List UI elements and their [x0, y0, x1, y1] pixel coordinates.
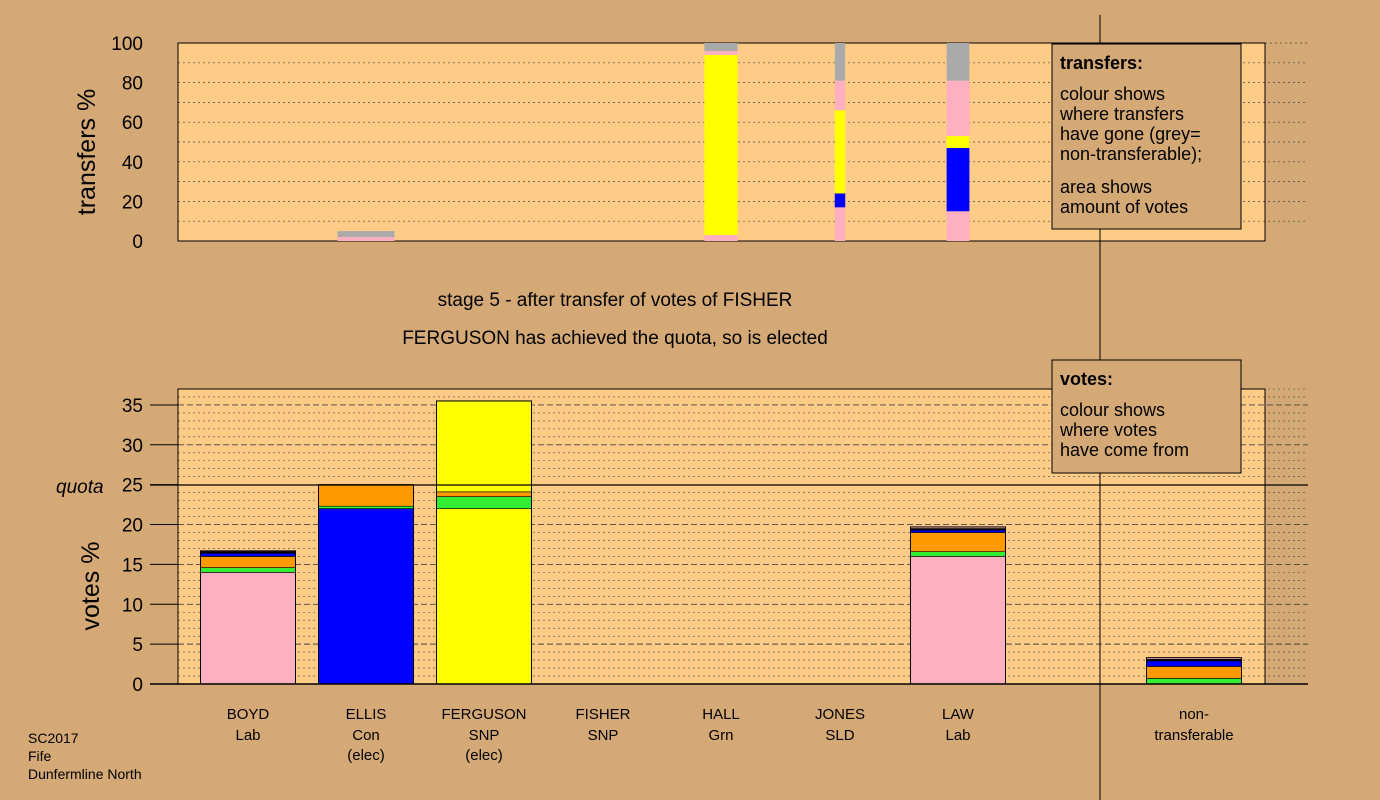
candidate-party: Lab — [945, 727, 970, 744]
transfer-segment — [704, 235, 738, 241]
transfer-segment — [946, 80, 970, 137]
votes-legend-line: colour shows — [1060, 400, 1165, 420]
candidate-status: (elec) — [465, 747, 503, 764]
elected-message: FERGUSON has achieved the quota, so is e… — [402, 328, 828, 349]
transfer-segment — [834, 110, 846, 194]
votes-y-ticks: 0 5 10 15 20 25 30 35 — [122, 396, 178, 696]
transfers-legend: transfers: colour shows where transfers … — [1051, 43, 1242, 230]
transfer-segment — [834, 193, 846, 208]
candidate-party: Lab — [235, 727, 260, 744]
y-tick-label: 40 — [122, 153, 143, 174]
candidate-name: HALL — [702, 706, 740, 723]
candidate-name: FERGUSON — [441, 706, 526, 723]
transfer-segment — [704, 50, 738, 55]
transfers-legend-line: area shows — [1060, 177, 1152, 197]
y-tick-label: 5 — [132, 635, 143, 656]
y-tick-label: 10 — [122, 595, 143, 616]
transfer-segment — [946, 211, 970, 241]
transfer-segment — [834, 80, 846, 111]
votes-legend-line: where votes — [1059, 420, 1157, 440]
candidate-status: (elec) — [347, 747, 385, 764]
candidate-name: FISHER — [575, 706, 630, 723]
y-tick-label: 0 — [132, 232, 143, 253]
candidate-name: LAW — [942, 706, 975, 723]
votes-y-label: votes % — [77, 542, 105, 631]
quota-label: quota — [56, 477, 104, 498]
vote-segment — [436, 508, 532, 685]
candidate-party: SNP — [588, 727, 619, 744]
transfer-segment — [704, 54, 738, 236]
candidate-party: transferable — [1154, 727, 1233, 744]
vote-segment — [318, 484, 414, 507]
candidate-name: ELLIS — [346, 706, 387, 723]
votes-legend-line: have come from — [1060, 440, 1189, 460]
vote-segment — [200, 567, 296, 573]
y-tick-label: 30 — [122, 436, 143, 457]
vote-segment — [200, 556, 296, 568]
transfers-y-label: transfers % — [73, 89, 101, 215]
y-tick-label: 0 — [132, 675, 143, 696]
transfers-legend-title: transfers: — [1060, 53, 1143, 73]
transfer-segment — [946, 147, 970, 212]
candidate-party: SNP — [469, 727, 500, 744]
transfer-segment — [337, 237, 395, 241]
stage-title: stage 5 - after transfer of votes of FIS… — [438, 290, 793, 311]
transfer-segment — [834, 207, 846, 241]
y-tick-label: 15 — [122, 555, 143, 576]
candidate-party: Con — [352, 727, 380, 744]
vote-segment — [200, 552, 296, 557]
vote-segment — [318, 508, 414, 685]
y-tick-label: 20 — [122, 516, 143, 537]
footer-election: SC2017 — [28, 730, 79, 746]
candidate-name: JONES — [815, 706, 865, 723]
vote-segment — [910, 556, 1006, 685]
transfers-legend-line: where transfers — [1059, 104, 1184, 124]
transfers-legend-box — [1051, 43, 1242, 230]
vote-segment — [910, 532, 1006, 552]
vote-segment — [436, 491, 532, 497]
transfers-legend-line: have gone (grey= — [1060, 124, 1201, 144]
candidate-labels: BOYD Lab ELLIS Con (elec) FERGUSON SNP (elec) FI… — [227, 706, 1234, 764]
vote-segment — [436, 496, 532, 509]
votes-legend-box — [1051, 359, 1242, 474]
votes-bars — [200, 400, 1242, 685]
votes-legend: votes: colour shows where votes have com… — [1051, 359, 1242, 474]
footer-council: Fife — [28, 748, 52, 764]
transfers-legend-line: amount of votes — [1060, 197, 1188, 217]
candidate-name: non- — [1179, 706, 1209, 723]
y-tick-label: 35 — [122, 396, 143, 417]
vote-segment — [1146, 678, 1242, 685]
transfer-segment — [834, 43, 846, 81]
vote-segment — [1146, 660, 1242, 667]
transfer-segment — [704, 43, 738, 51]
transfer-segment — [946, 43, 970, 81]
candidate-name: BOYD — [227, 706, 270, 723]
transfers-legend-line: colour shows — [1060, 84, 1165, 104]
vote-segment — [910, 551, 1006, 557]
transfers-bars — [337, 43, 970, 241]
y-tick-label: 20 — [122, 192, 143, 213]
votes-legend-title: votes: — [1060, 369, 1113, 389]
y-tick-label: 80 — [122, 74, 143, 95]
transfers-y-ticks: 0 20 40 60 80 100 — [111, 34, 143, 253]
candidate-party: SLD — [825, 727, 854, 744]
vote-segment — [318, 505, 414, 509]
vote-segment — [436, 400, 532, 493]
y-tick-label: 100 — [111, 34, 143, 55]
vote-segment — [1146, 666, 1242, 679]
footer-ward: Dunfermline North — [28, 766, 142, 782]
vote-segment — [910, 529, 1006, 533]
candidate-party: Grn — [708, 727, 733, 744]
y-tick-label: 60 — [122, 113, 143, 134]
y-tick-label: 25 — [122, 476, 143, 497]
transfer-segment — [337, 231, 395, 238]
transfers-legend-line: non-transferable); — [1060, 144, 1202, 164]
vote-segment — [200, 572, 296, 685]
transfer-segment — [946, 136, 970, 148]
